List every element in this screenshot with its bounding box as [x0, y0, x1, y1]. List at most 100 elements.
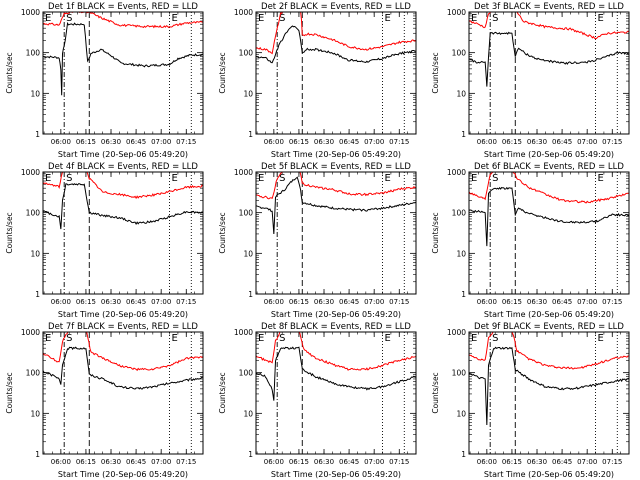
- x-axis-label: Start Time (20-Sep-06 05:49:20): [484, 470, 614, 479]
- x-tick-label: 06:15: [502, 138, 522, 146]
- event-marker-label: S: [492, 13, 498, 24]
- panel-title: Det 3f BLACK = Events, RED = LLD: [474, 2, 624, 12]
- y-tick-label: 10: [30, 409, 40, 418]
- x-tick-label: 07:15: [602, 458, 622, 466]
- detector-panel-7f: Det 7f BLACK = Events, RED = LLD Counts/s…: [5, 322, 204, 479]
- y-tick-label: 10: [456, 89, 466, 98]
- y-tick-label: 1000: [447, 8, 466, 17]
- y-tick-label: 100: [26, 369, 41, 378]
- y-tick-label: 1000: [234, 328, 253, 337]
- x-tick-label: 06:30: [527, 298, 547, 306]
- x-tick-label: 06:15: [289, 298, 309, 306]
- y-axis-label: Counts/sec: [5, 52, 14, 93]
- event-marker-label: E: [598, 173, 604, 184]
- y-axis-label: Counts/sec: [5, 372, 14, 413]
- y-tick-label: 10: [456, 249, 466, 258]
- event-marker-label: E: [45, 333, 51, 344]
- y-tick-label: 100: [239, 209, 254, 218]
- y-tick-label: 1000: [21, 8, 40, 17]
- detector-panel-8f: Det 8f BLACK = Events, RED = LLD Counts/s…: [218, 322, 417, 479]
- x-tick-label: 06:45: [552, 458, 572, 466]
- y-tick-label: 1: [461, 290, 466, 299]
- x-tick-label: 07:00: [577, 298, 597, 306]
- plot-frame: [255, 171, 417, 295]
- event-marker-label: E: [385, 13, 391, 24]
- event-marker-label: S: [66, 173, 72, 184]
- detector-panel-3f: Det 3f BLACK = Events, RED = LLD Counts/s…: [431, 2, 630, 159]
- y-tick-label: 1000: [447, 328, 466, 337]
- x-tick-label: 06:45: [339, 298, 359, 306]
- plot-frame: [42, 171, 204, 295]
- event-marker-label: S: [279, 333, 285, 344]
- x-tick-label: 06:30: [314, 298, 334, 306]
- x-tick-label: 07:00: [577, 458, 597, 466]
- detector-panel-5f: Det 5f BLACK = Events, RED = LLD Counts/s…: [218, 162, 417, 319]
- y-axis-label: Counts/sec: [218, 212, 227, 253]
- x-tick-label: 06:15: [289, 458, 309, 466]
- x-tick-label: 06:45: [126, 298, 146, 306]
- x-axis-label: Start Time (20-Sep-06 05:49:20): [58, 150, 188, 159]
- events-series-line: [469, 31, 629, 87]
- event-marker-label: E: [471, 173, 477, 184]
- plot-frame: [468, 331, 630, 455]
- x-tick-label: 06:00: [51, 458, 71, 466]
- event-marker-label: S: [66, 333, 72, 344]
- events-series-line: [43, 21, 203, 96]
- y-tick-label: 100: [452, 209, 467, 218]
- events-series-line: [469, 186, 629, 247]
- x-tick-label: 06:15: [76, 298, 96, 306]
- x-tick-label: 06:15: [289, 138, 309, 146]
- x-axis-label: Start Time (20-Sep-06 05:49:20): [58, 310, 188, 319]
- y-tick-label: 100: [239, 49, 254, 58]
- x-tick-label: 06:15: [76, 458, 96, 466]
- y-tick-label: 100: [452, 49, 467, 58]
- x-tick-label: 06:00: [477, 138, 497, 146]
- y-tick-label: 1: [461, 450, 466, 459]
- event-marker-label: S: [66, 13, 72, 24]
- event-marker-label: S: [279, 13, 285, 24]
- y-tick-label: 100: [452, 369, 467, 378]
- event-marker-label: S: [492, 333, 498, 344]
- y-tick-label: 1000: [21, 328, 40, 337]
- panel-title: Det 6f BLACK = Events, RED = LLD: [474, 162, 624, 172]
- plot-frame: [42, 11, 204, 135]
- x-tick-label: 07:00: [151, 138, 171, 146]
- x-tick-label: 07:15: [389, 138, 409, 146]
- y-axis-label: Counts/sec: [431, 52, 440, 93]
- event-marker-label: E: [172, 13, 178, 24]
- x-tick-label: 07:15: [176, 458, 196, 466]
- lld-series-line: [469, 12, 629, 40]
- events-series-line: [256, 176, 416, 235]
- x-axis-label: Start Time (20-Sep-06 05:49:20): [484, 150, 614, 159]
- y-tick-label: 100: [26, 49, 41, 58]
- lld-series-line: [469, 332, 629, 370]
- events-series-line: [43, 346, 203, 390]
- y-axis-label: Counts/sec: [218, 372, 227, 413]
- x-tick-label: 06:45: [339, 458, 359, 466]
- y-tick-label: 100: [239, 369, 254, 378]
- panel-title: Det 1f BLACK = Events, RED = LLD: [48, 2, 198, 12]
- plot-frame: [468, 11, 630, 135]
- x-tick-label: 06:15: [76, 138, 96, 146]
- panel-title: Det 4f BLACK = Events, RED = LLD: [48, 162, 198, 172]
- event-marker-label: E: [172, 173, 178, 184]
- x-tick-label: 06:15: [502, 298, 522, 306]
- event-marker-label: E: [45, 173, 51, 184]
- y-axis-label: Counts/sec: [431, 372, 440, 413]
- x-tick-label: 06:30: [314, 458, 334, 466]
- x-tick-label: 07:15: [176, 138, 196, 146]
- x-tick-label: 06:00: [51, 138, 71, 146]
- plot-frame: [255, 11, 417, 135]
- x-tick-label: 06:30: [527, 458, 547, 466]
- event-marker-label: E: [45, 13, 51, 24]
- y-axis-label: Counts/sec: [218, 52, 227, 93]
- y-tick-label: 1: [461, 130, 466, 139]
- x-tick-label: 06:30: [101, 298, 121, 306]
- x-tick-label: 06:45: [126, 138, 146, 146]
- x-tick-label: 06:30: [314, 138, 334, 146]
- y-tick-label: 1: [248, 290, 253, 299]
- x-tick-label: 06:00: [264, 298, 284, 306]
- y-tick-label: 10: [243, 249, 253, 258]
- x-axis-label: Start Time (20-Sep-06 05:49:20): [271, 310, 401, 319]
